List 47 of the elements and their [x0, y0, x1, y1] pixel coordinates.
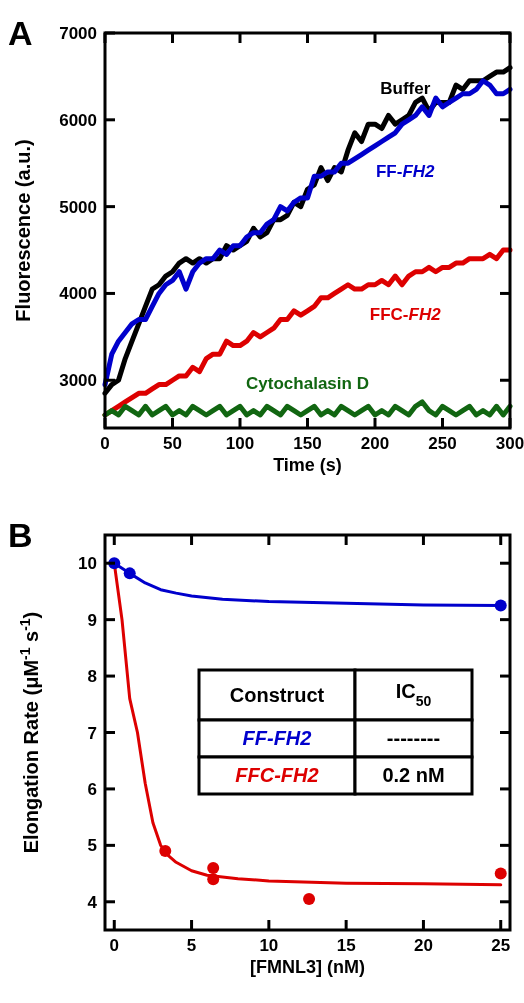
- x-tick-label: 15: [336, 936, 356, 955]
- x-tick-label: 200: [360, 434, 390, 453]
- annotation: Construct: [229, 684, 325, 706]
- y-tick-label: 8: [87, 667, 97, 687]
- y-axis-title: Fluorescence (a.u.): [12, 139, 34, 322]
- text: FFC-FH2: [235, 764, 319, 786]
- x-axis-title: Time (s): [273, 455, 342, 475]
- y-tick-label: 6000: [59, 110, 97, 130]
- annotation: IC$_{50}$: [395, 680, 432, 709]
- y-tick-label: 5: [87, 836, 97, 856]
- y-tick-label: 6: [87, 779, 97, 799]
- chart-title: B: [8, 516, 33, 554]
- series-label: FFC-FH2: [369, 305, 442, 325]
- x-tick-label: 5: [186, 936, 197, 955]
- x-tick-label: 50: [163, 434, 182, 453]
- annotation: 0.2 nM: [382, 764, 445, 786]
- annotation: --------: [386, 727, 441, 749]
- text: FF-FH2: [242, 727, 312, 749]
- point: [494, 867, 507, 880]
- y-tick-label: 10: [78, 554, 97, 574]
- x-axis-title: [FMNL3] (nM): [250, 957, 365, 977]
- series-label: Buffer: [380, 79, 431, 99]
- x-tick-label: 25: [491, 936, 511, 955]
- point: [207, 873, 220, 886]
- y-tick-label: 5000: [59, 197, 97, 217]
- y-tick-label: 7: [87, 723, 97, 743]
- x-tick-label: 10: [259, 936, 279, 955]
- x-tick-label: 300: [495, 434, 524, 453]
- series-label: Cytochalasin D: [246, 373, 369, 393]
- x-tick-label: 0: [109, 936, 120, 955]
- point: [494, 599, 507, 612]
- series-label: FF-FH2: [375, 161, 436, 181]
- y-tick-label: 7000: [59, 24, 97, 43]
- point: [159, 845, 172, 857]
- x-tick-label: 20: [413, 936, 433, 955]
- y-tick-label: 4000: [59, 284, 97, 304]
- point: [207, 861, 220, 874]
- x-tick-label: 0: [100, 434, 110, 453]
- x-tick-label: 250: [428, 434, 457, 453]
- point: [303, 892, 316, 905]
- x-tick-label: 100: [225, 434, 255, 453]
- point: [123, 567, 136, 580]
- y-tick-label: 9: [87, 610, 97, 630]
- x-tick-label: 150: [293, 434, 322, 453]
- chart-title: A: [8, 14, 33, 52]
- y-tick-label: 3000: [59, 371, 97, 391]
- y-tick-label: 4: [87, 892, 98, 912]
